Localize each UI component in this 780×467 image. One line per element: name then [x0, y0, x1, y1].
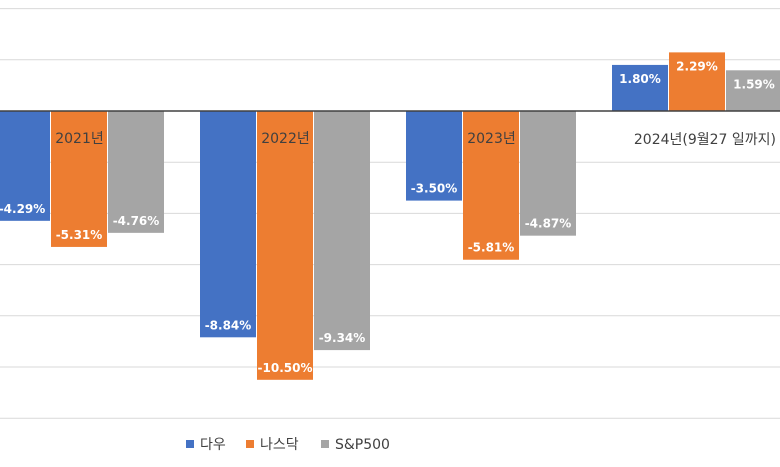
category-label: 2024년(9월27 일까지): [634, 132, 776, 148]
category-label: 2023년: [467, 131, 516, 147]
legend-label: S&P500: [335, 437, 390, 453]
data-label: 2.29%: [676, 59, 718, 73]
data-label: -3.50%: [411, 182, 458, 196]
data-label: -10.50%: [258, 361, 313, 375]
legend-swatch: [321, 440, 329, 448]
bar: [463, 111, 519, 260]
data-label: -8.84%: [205, 318, 252, 332]
category-label: 2021년: [55, 131, 104, 147]
data-label: -5.81%: [468, 241, 515, 255]
data-label: 1.80%: [619, 72, 661, 86]
bar: [612, 64, 668, 111]
legend-swatch: [186, 440, 194, 448]
legend: 다우 나스닥 S&P500: [186, 437, 390, 453]
bar: [257, 111, 313, 380]
bar: [669, 52, 725, 111]
bar: [108, 111, 164, 233]
bar: [200, 111, 256, 338]
data-label: -4.29%: [0, 202, 45, 216]
bar: [520, 111, 576, 236]
data-label: -4.76%: [113, 214, 160, 228]
data-label: -5.31%: [56, 228, 103, 242]
data-label: -4.87%: [525, 217, 572, 231]
bar: [406, 111, 462, 201]
legend-label: 다우: [200, 437, 226, 453]
legend-swatch: [246, 440, 254, 448]
bar: [0, 111, 50, 221]
bar: [51, 111, 107, 247]
data-label: 1.59%: [733, 77, 775, 91]
category-label: 2022년: [261, 131, 310, 147]
bar: [314, 111, 370, 351]
data-label: -9.34%: [319, 331, 366, 345]
labels: -4.29% -5.31% -4.76% 2021년 -8.84% -10.50% -9.3…: [0, 59, 776, 374]
bar: [726, 70, 780, 111]
bars: [0, 52, 780, 380]
legend-label: 나스닥: [260, 437, 299, 453]
